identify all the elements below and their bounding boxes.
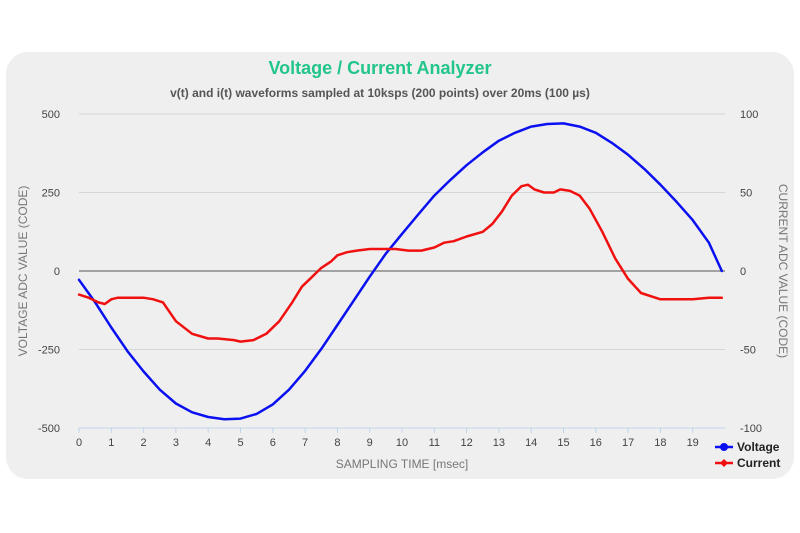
x-tick-label: 0 (76, 437, 82, 449)
x-tick-label: 9 (367, 437, 373, 449)
chart-title: Voltage / Current Analyzer (268, 58, 492, 78)
x-tick-label: 4 (205, 437, 211, 449)
y-right-tick-label: -50 (740, 345, 756, 357)
series-line-voltage[interactable] (77, 122, 724, 421)
x-tick-label: 8 (334, 437, 340, 449)
legend-current-marker (720, 459, 728, 467)
legend-current-label: Current (737, 456, 780, 470)
x-tick-label: 7 (302, 437, 308, 449)
legend[interactable]: Voltage Current (715, 440, 780, 470)
chart-card (6, 52, 794, 479)
y-right-tick-label: 0 (740, 266, 746, 278)
x-tick-label: 15 (557, 437, 569, 449)
x-axis-title: SAMPLING TIME [msec] (336, 457, 468, 471)
y-left-tick-label: 250 (42, 188, 60, 200)
y-left-tick-label: -500 (38, 423, 60, 435)
x-tick-label: 2 (141, 437, 147, 449)
x-tick-label: 19 (687, 437, 699, 449)
x-tick-label: 14 (525, 437, 537, 449)
y-left-tick-label: -250 (38, 345, 60, 357)
legend-voltage-label: Voltage (737, 440, 780, 454)
legend-item-voltage[interactable]: Voltage (715, 440, 780, 454)
y-left-tick-label: 0 (54, 266, 60, 278)
y-right-tick-label: 100 (740, 109, 758, 121)
x-tick-label: 10 (396, 437, 408, 449)
x-tick-label: 6 (270, 437, 276, 449)
x-tick-label: 16 (590, 437, 602, 449)
x-tick-label: 18 (654, 437, 666, 449)
y-axis-left-title: VOLTAGE ADC VALUE (CODE) (16, 186, 30, 357)
chart-subtitle: v(t) and i(t) waveforms sampled at 10ksp… (170, 86, 590, 100)
legend-item-current[interactable]: Current (715, 456, 780, 470)
x-tick-label: 1 (108, 437, 114, 449)
legend-voltage-marker (720, 443, 728, 451)
x-tick-label: 11 (429, 437, 440, 449)
y-right-tick-label: 50 (740, 188, 752, 200)
x-tick-label: 17 (622, 437, 634, 449)
x-tick-label: 13 (493, 437, 505, 449)
series-line-current[interactable] (77, 183, 724, 343)
x-tick-label: 3 (173, 437, 179, 449)
x-tick-label: 5 (237, 437, 243, 449)
y-right-tick-label: -100 (740, 423, 762, 435)
x-tick-label: 12 (460, 437, 472, 449)
y-axis-right-title: CURRENT ADC VALUE (CODE) (776, 184, 790, 358)
y-left-tick-label: 500 (42, 109, 60, 121)
